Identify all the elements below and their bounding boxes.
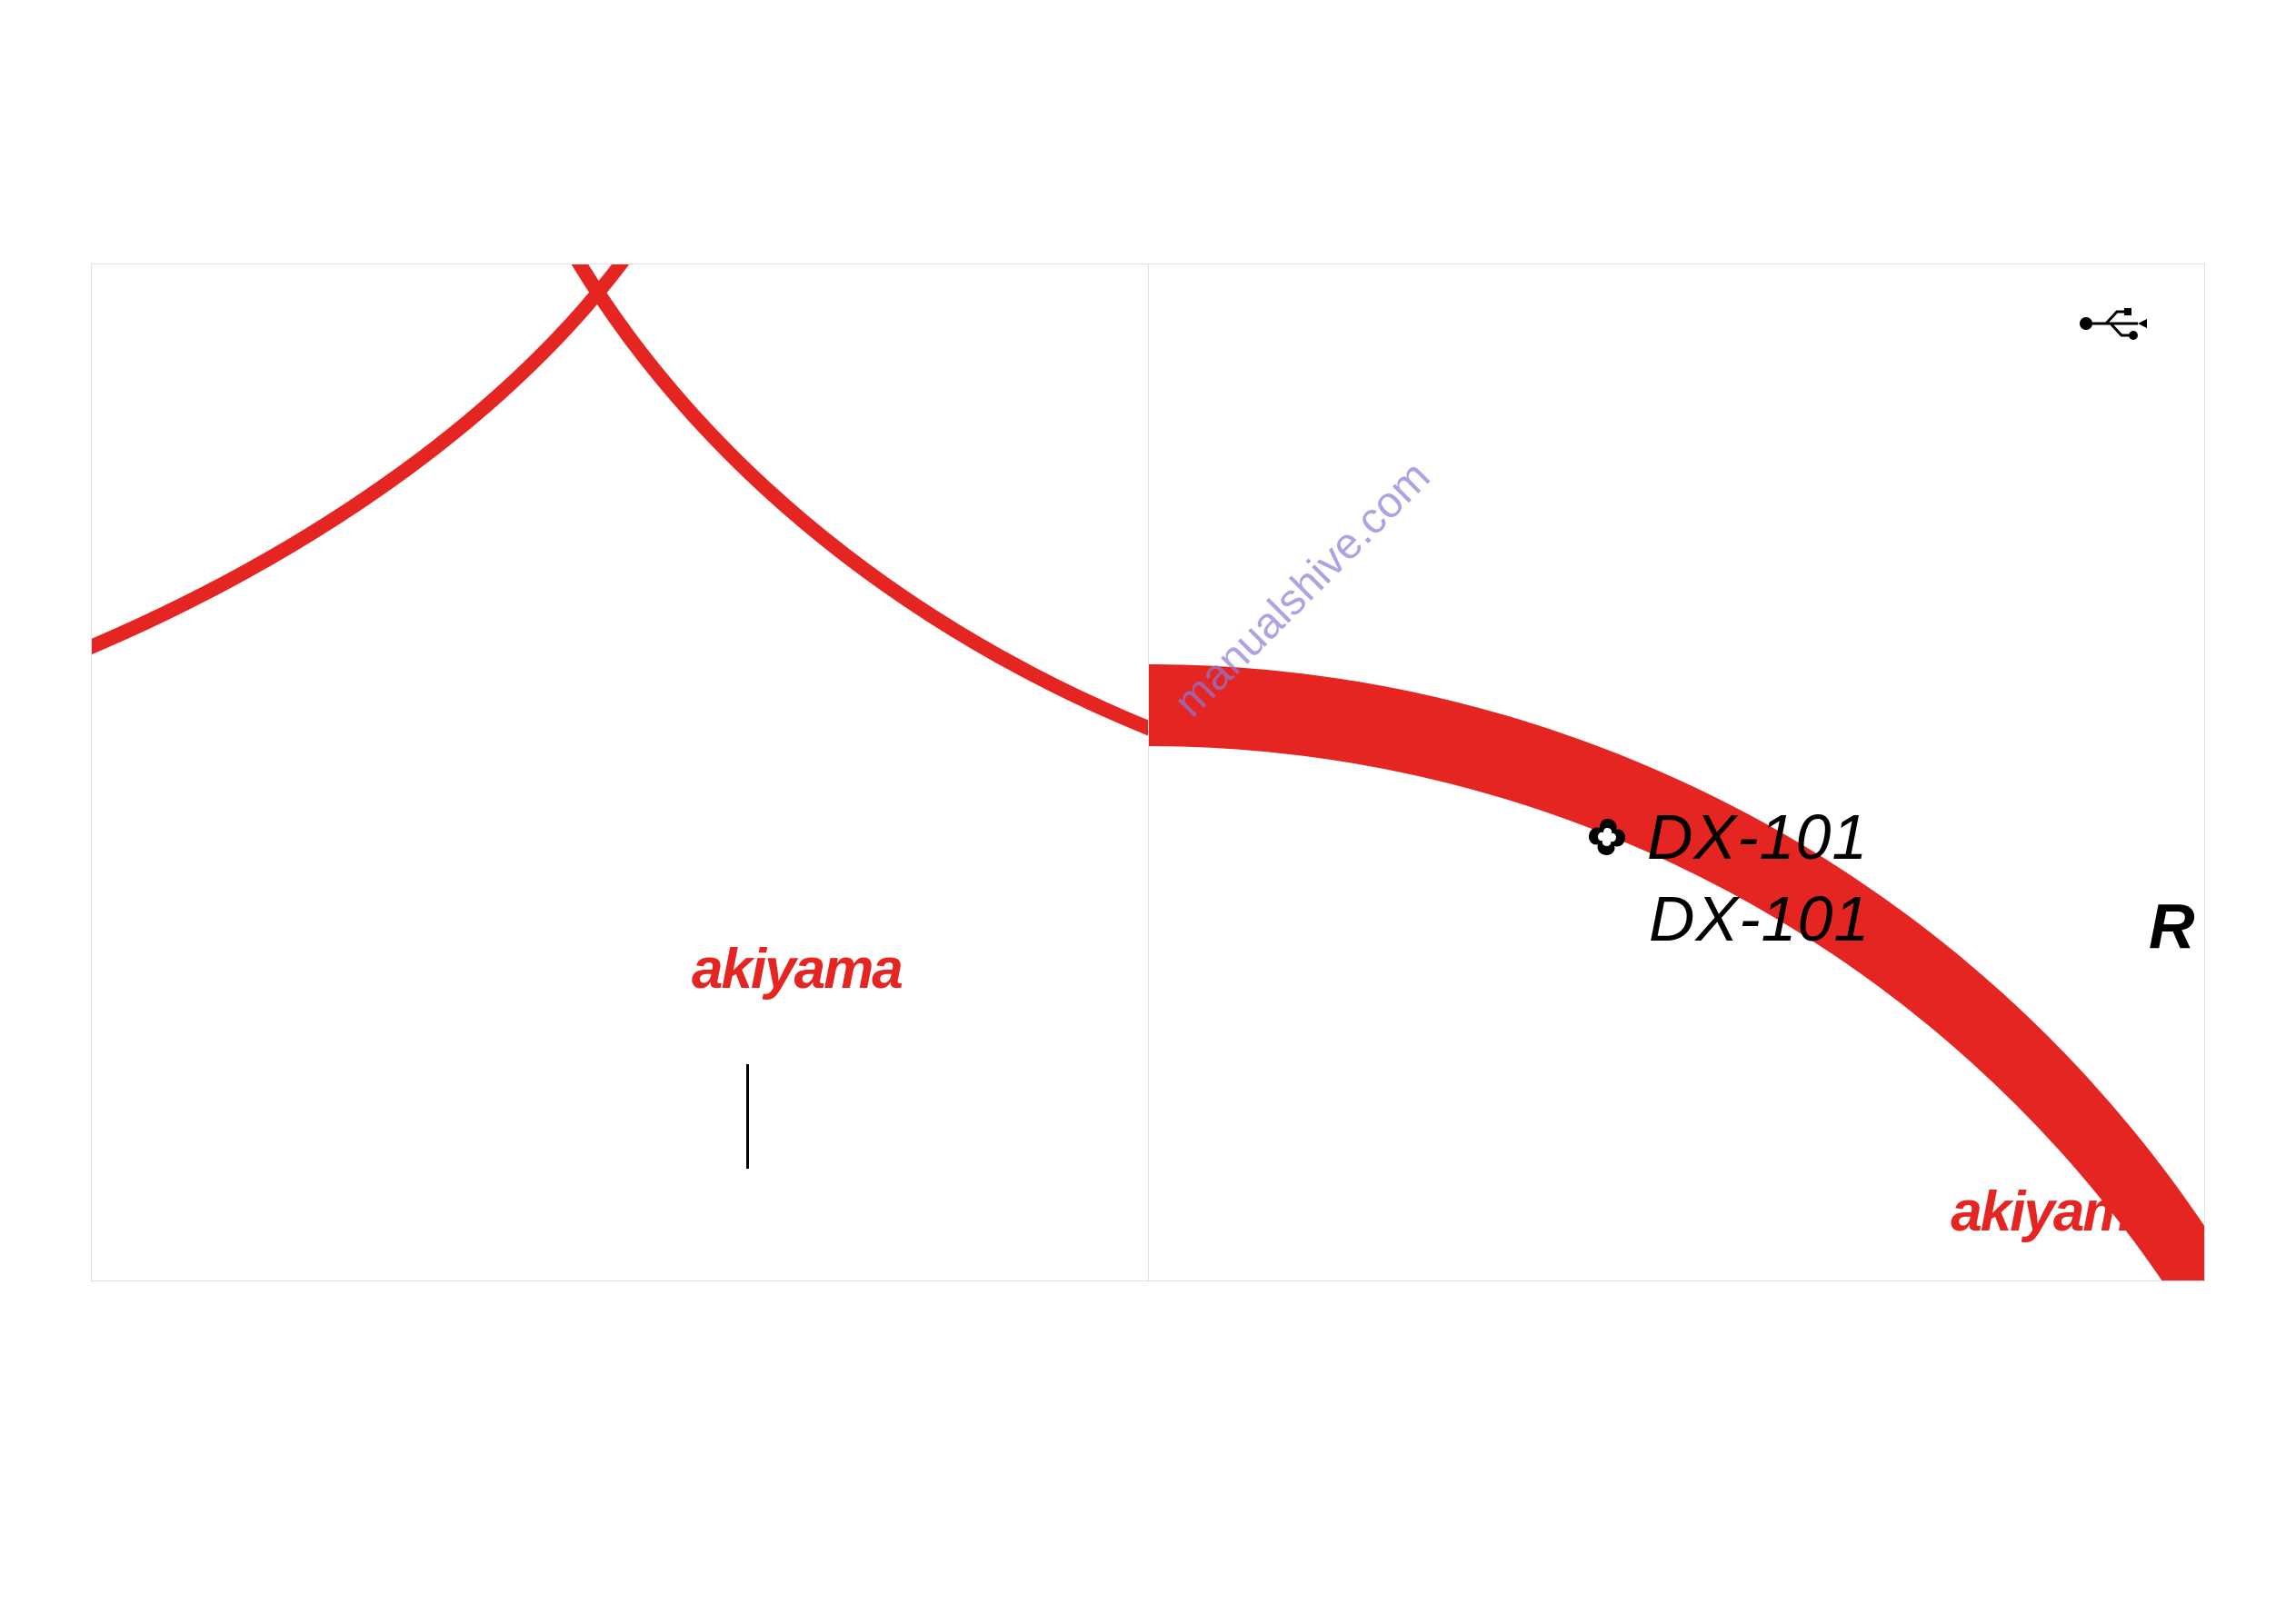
brand-logo-right: akiyama <box>1951 1180 2161 1244</box>
booklet-spread: akiyama <box>91 264 2205 1281</box>
brand-logo-left: akiyama <box>692 937 902 1001</box>
model-number-1: DX-101 <box>1647 801 1868 873</box>
front-cover-panel: DX-101 DX-101 R akiyama <box>1149 264 2205 1280</box>
model-line-1: DX-101 <box>1585 801 1870 873</box>
back-cover-panel: akiyama <box>92 264 1149 1280</box>
model-info: DX-101 DX-101 R <box>1585 801 1870 955</box>
model-suffix: R <box>2149 890 2195 962</box>
separator-line <box>746 1064 749 1169</box>
usb-icon <box>2079 301 2151 346</box>
clover-icon <box>1585 815 1629 859</box>
model-line-2: DX-101 <box>1649 882 1870 955</box>
model-number-2: DX-101 <box>1649 882 1870 955</box>
